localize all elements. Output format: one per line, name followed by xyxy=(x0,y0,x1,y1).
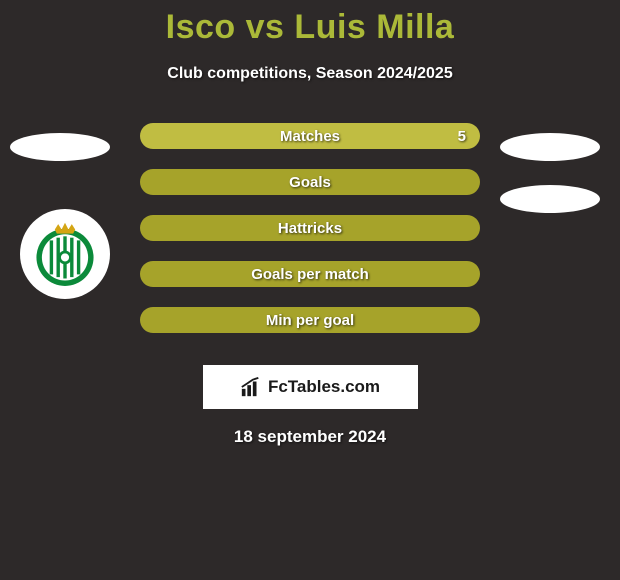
stat-bar-label: Goals per match xyxy=(140,266,480,283)
snapshot-date: 18 september 2024 xyxy=(0,427,620,447)
branding-text: FcTables.com xyxy=(268,377,380,397)
comparison-chart: Matches5 Goals Hattricks Goals per match Min… xyxy=(0,123,620,353)
stat-bar-value: 5 xyxy=(458,128,466,145)
branding-badge: FcTables.com xyxy=(203,365,418,409)
player-left-marker xyxy=(10,133,110,161)
player-right-marker-1 xyxy=(500,133,600,161)
stat-bar: Goals xyxy=(140,169,480,195)
stat-bar: Hattricks xyxy=(140,215,480,241)
stat-bar-label: Goals xyxy=(140,174,480,191)
stat-bar-label: Min per goal xyxy=(140,312,480,329)
stat-bar-label: Hattricks xyxy=(140,220,480,237)
page-title: Isco vs Luis Milla xyxy=(0,0,620,47)
stat-bar-label: Matches xyxy=(140,128,480,145)
stat-bars: Matches5 Goals Hattricks Goals per match Min… xyxy=(140,123,480,353)
club-crest xyxy=(20,209,110,299)
betis-crest-icon xyxy=(31,220,99,288)
stat-bar: Goals per match xyxy=(140,261,480,287)
stat-bar: Min per goal xyxy=(140,307,480,333)
bars-chart-icon xyxy=(240,376,262,398)
stat-bar: Matches5 xyxy=(140,123,480,149)
player-right-marker-2 xyxy=(500,185,600,213)
subtitle: Club competitions, Season 2024/2025 xyxy=(0,65,620,83)
